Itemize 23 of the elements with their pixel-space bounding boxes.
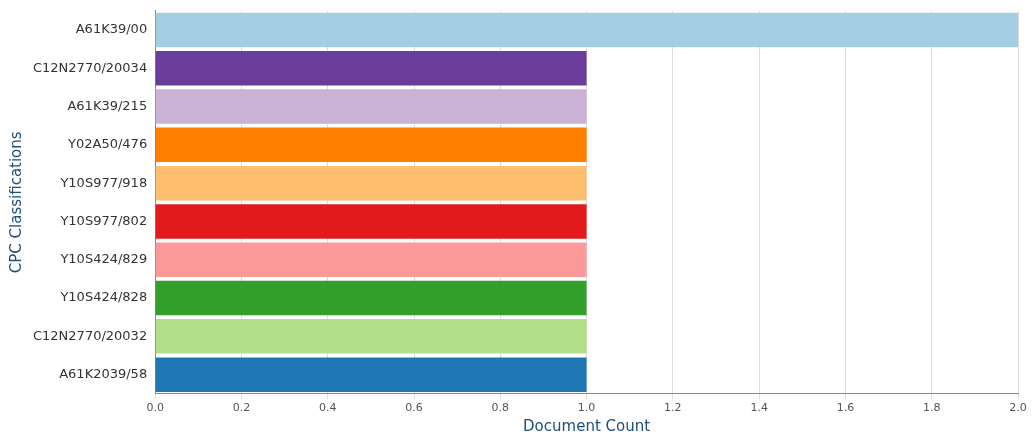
y-tick-label: C12N2770/20032 — [32, 327, 148, 343]
x-tick-label: 1.4 — [750, 401, 768, 415]
x-tick-label: 0.2 — [232, 401, 251, 415]
x-tick-label: 1.6 — [836, 401, 855, 415]
y-axis-title: CPC Classifications — [6, 131, 25, 274]
y-tick-label: C12N2770/20034 — [32, 59, 148, 75]
y-tick-label: Y02A50/476 — [67, 136, 148, 152]
x-tick-label: 1.2 — [664, 401, 682, 415]
y-tick-label: A61K39/215 — [67, 97, 148, 113]
y-tick-label: A61K2039/58 — [59, 366, 148, 382]
x-tick-label: 0.4 — [318, 401, 337, 415]
x-tick-label: 0.8 — [491, 401, 510, 415]
y-tick-label: A61K39/00 — [75, 21, 148, 37]
x-tick-label: 1.0 — [577, 401, 596, 415]
x-axis-title: Document Count — [523, 416, 651, 435]
x-tick-label: 0.0 — [146, 401, 164, 415]
y-tick-label: Y10S424/829 — [59, 251, 148, 267]
x-tick-label: 1.8 — [922, 401, 941, 415]
y-tick-label: Y10S424/828 — [59, 289, 148, 305]
x-tick-label: 2.0 — [1009, 401, 1027, 415]
y-tick-label: Y10S977/918 — [59, 174, 148, 190]
y-tick-label: Y10S977/802 — [59, 212, 148, 228]
x-tick-label: 0.6 — [405, 401, 423, 415]
